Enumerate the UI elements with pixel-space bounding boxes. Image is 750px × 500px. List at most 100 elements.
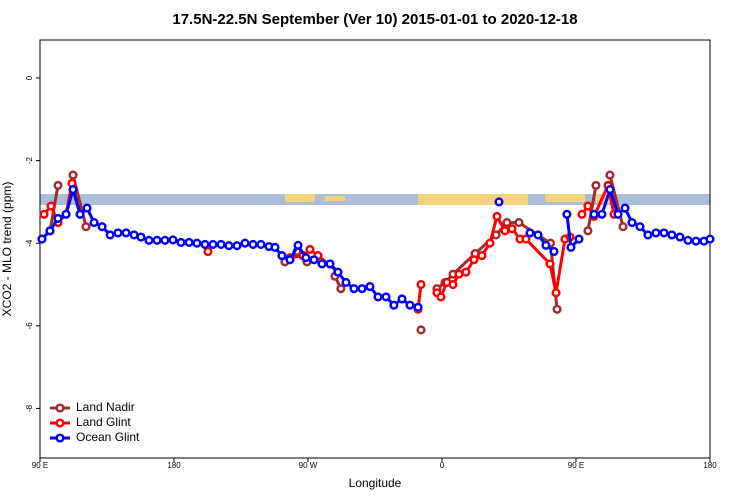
point	[105, 230, 115, 240]
point	[605, 184, 615, 195]
point	[184, 237, 194, 247]
point	[436, 292, 446, 302]
x-tick-label: 90 W	[299, 461, 318, 470]
x-tick-label: 0	[440, 461, 445, 470]
legend-marker	[55, 403, 65, 413]
point	[651, 228, 661, 238]
point	[152, 235, 162, 245]
point	[635, 222, 645, 232]
point	[293, 240, 303, 250]
point	[121, 228, 131, 238]
chart-title: 17.5N-22.5N September (Ver 10) 2015-01-0…	[172, 11, 577, 28]
point	[583, 201, 593, 211]
point	[381, 292, 391, 302]
point	[216, 239, 226, 250]
y-tick-label: -2	[25, 157, 34, 165]
point	[525, 228, 535, 238]
point	[39, 209, 49, 219]
point	[627, 218, 637, 228]
point	[583, 226, 593, 236]
x-tick-label: 90 E	[568, 461, 584, 470]
point	[514, 218, 524, 228]
point	[336, 284, 346, 294]
point	[691, 236, 701, 246]
point	[507, 224, 517, 234]
point	[37, 234, 47, 244]
point	[545, 259, 555, 269]
point	[309, 255, 319, 265]
point	[413, 302, 423, 312]
legend-label: Ocean Glint	[76, 430, 140, 444]
y-tick-label: -4	[25, 239, 34, 247]
point	[705, 234, 715, 244]
point	[667, 230, 677, 240]
point	[277, 251, 287, 261]
point	[597, 209, 607, 219]
point	[208, 239, 218, 250]
point	[562, 209, 572, 219]
point	[566, 242, 576, 252]
point	[357, 284, 367, 294]
legend-label: Land Nadir	[76, 400, 135, 414]
point	[248, 239, 258, 250]
legend-marker	[55, 418, 65, 428]
point	[659, 228, 669, 238]
point	[405, 300, 415, 310]
point	[541, 240, 551, 250]
point	[97, 222, 107, 232]
point	[591, 180, 601, 190]
point	[333, 267, 343, 277]
legend-label: Land Glint	[76, 415, 131, 429]
point	[61, 209, 71, 219]
point	[416, 279, 426, 290]
point	[82, 203, 92, 213]
point	[136, 232, 146, 242]
point	[613, 209, 623, 219]
y-tick-label: -6	[25, 322, 34, 330]
series-line	[40, 184, 711, 309]
point	[168, 235, 178, 245]
point	[224, 241, 234, 251]
point	[469, 255, 479, 265]
point	[494, 197, 504, 207]
point	[192, 238, 202, 248]
point	[176, 237, 186, 247]
point	[325, 259, 335, 269]
point	[675, 232, 685, 242]
x-tick-label: 180	[167, 461, 181, 470]
point	[416, 325, 426, 335]
point	[549, 246, 559, 257]
point	[618, 222, 628, 232]
point	[461, 267, 471, 277]
point	[203, 246, 213, 257]
point	[448, 279, 458, 290]
legend-marker	[55, 433, 65, 443]
point	[477, 251, 487, 261]
x-tick-label: 180	[703, 461, 717, 470]
point	[81, 222, 91, 232]
point	[240, 238, 250, 248]
point	[605, 170, 615, 180]
y-tick-label: -8	[25, 404, 34, 412]
point	[589, 209, 599, 219]
point	[643, 230, 653, 240]
point	[232, 241, 242, 251]
point	[68, 170, 78, 180]
point	[521, 234, 531, 244]
point	[349, 284, 359, 294]
point	[256, 239, 266, 250]
point	[533, 230, 543, 240]
point	[485, 238, 495, 248]
point	[301, 253, 311, 263]
point	[454, 269, 464, 279]
point	[574, 234, 584, 244]
point	[46, 201, 56, 211]
point	[200, 239, 210, 250]
point	[75, 209, 85, 219]
point	[683, 235, 693, 245]
point	[389, 300, 399, 310]
x-axis-label: Longitude	[349, 476, 402, 490]
point	[577, 209, 587, 219]
point	[551, 288, 561, 298]
